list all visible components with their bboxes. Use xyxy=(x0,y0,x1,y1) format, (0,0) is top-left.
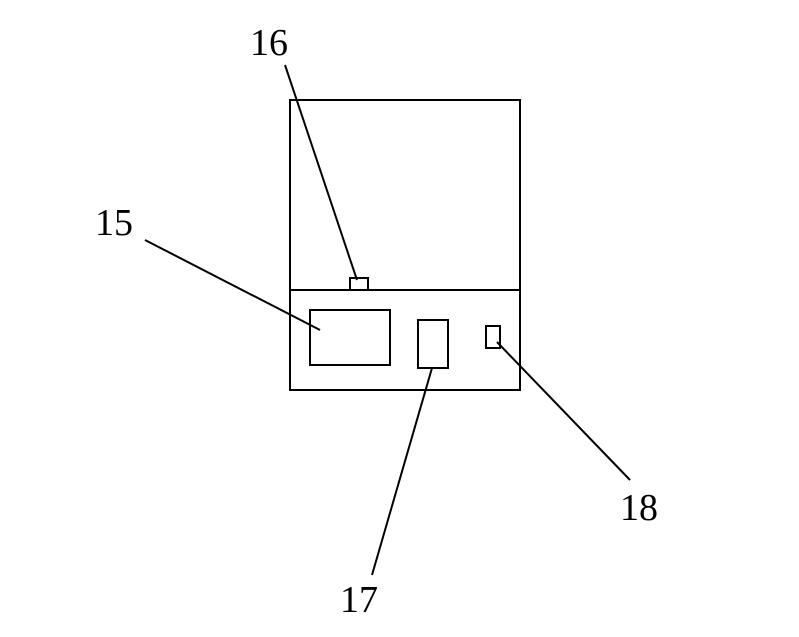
part-18-rect xyxy=(486,326,500,348)
callout-line-16 xyxy=(285,65,357,280)
callout-line-17 xyxy=(372,368,432,575)
callout-line-15 xyxy=(145,240,320,330)
callout-line-18 xyxy=(497,342,630,480)
part-17-rect xyxy=(418,320,448,368)
part-15-rect xyxy=(310,310,390,365)
callout-label-15: 15 xyxy=(95,202,133,244)
technical-diagram: 15 16 17 18 xyxy=(0,0,799,637)
callout-label-18: 18 xyxy=(620,487,658,529)
callout-label-16: 16 xyxy=(250,22,288,64)
callout-label-17: 17 xyxy=(340,579,378,621)
part-16-rect xyxy=(350,278,368,290)
